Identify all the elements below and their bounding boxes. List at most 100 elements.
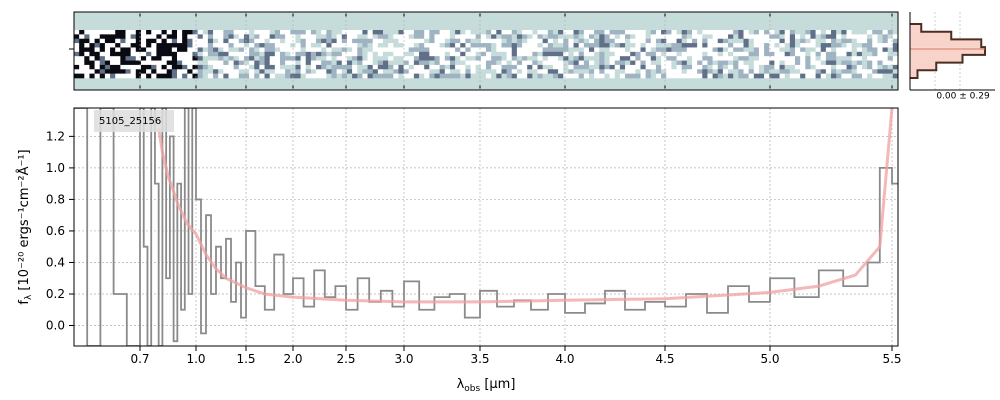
heatmap-cell xyxy=(836,47,842,53)
heatmap-cell xyxy=(861,73,868,79)
heatmap-cell xyxy=(398,47,404,53)
heatmap-cell xyxy=(661,60,667,66)
heatmap-cell xyxy=(238,60,245,66)
heatmap-cell xyxy=(413,38,420,44)
heatmap-cell xyxy=(625,43,631,48)
heatmap-cell xyxy=(259,38,265,44)
heatmap-cell xyxy=(372,73,379,79)
heatmap-cell xyxy=(867,30,873,35)
heatmap-cell xyxy=(537,56,543,61)
heatmap-cell xyxy=(676,64,682,70)
heatmap-cell xyxy=(177,60,183,66)
heatmap-cell xyxy=(506,60,513,66)
heatmap-cell xyxy=(192,64,198,70)
heatmap-cell xyxy=(372,30,379,35)
heatmap-cell xyxy=(84,43,90,48)
heatmap-cell xyxy=(74,38,80,44)
heatmap-cell xyxy=(140,69,147,74)
heatmap-cell xyxy=(285,30,291,35)
heatmap-cell xyxy=(820,60,827,66)
heatmap-cell xyxy=(161,34,167,40)
heatmap-cell xyxy=(558,47,564,53)
heatmap-cell xyxy=(223,34,229,40)
heatmap-cell xyxy=(346,56,353,61)
heatmap-cell xyxy=(352,56,358,61)
heatmap-cell xyxy=(434,51,440,57)
heatmap-cell xyxy=(573,60,579,66)
heatmap-cell xyxy=(867,60,873,66)
heatmap-cell xyxy=(686,56,693,61)
heatmap-cell xyxy=(182,73,188,79)
heatmap-cell xyxy=(764,38,770,44)
heatmap-cell xyxy=(444,73,451,79)
heatmap-cell xyxy=(589,43,595,48)
heatmap-cell xyxy=(269,51,276,57)
heatmap-cell xyxy=(769,34,775,40)
heatmap-cell xyxy=(836,56,842,61)
heatmap-cell xyxy=(140,56,147,61)
heatmap-cell xyxy=(238,69,245,74)
heatmap-cell xyxy=(326,56,332,61)
heatmap-cell xyxy=(599,56,605,61)
heatmap-cell xyxy=(388,30,394,35)
heatmap-cell xyxy=(872,47,878,53)
heatmap-cell xyxy=(640,43,646,48)
heatmap-cell xyxy=(372,64,379,70)
heatmap-cell xyxy=(115,60,121,66)
heatmap-cell xyxy=(362,34,368,40)
heatmap-cell xyxy=(424,43,430,48)
heatmap-cell xyxy=(583,69,590,74)
heatmap-cell xyxy=(825,43,832,48)
heatmap-cell xyxy=(867,34,873,40)
heatmap-cell xyxy=(403,51,410,57)
heatmap-cell xyxy=(310,69,317,74)
heatmap-cell xyxy=(769,51,775,57)
heatmap-cell xyxy=(712,34,719,40)
heatmap-cell xyxy=(692,38,698,44)
heatmap-cell xyxy=(254,64,260,70)
heatmap-cell xyxy=(79,64,85,70)
heatmap-cell xyxy=(357,64,363,70)
heatmap-cell xyxy=(130,30,137,35)
heatmap-cell xyxy=(223,64,229,70)
heatmap-cell xyxy=(738,56,744,61)
heatmap-cell xyxy=(516,38,523,44)
heatmap-cell xyxy=(419,64,425,70)
heatmap-cell xyxy=(604,60,610,66)
heatmap-cell xyxy=(563,69,569,74)
heatmap-cell xyxy=(558,56,564,61)
heatmap-cell xyxy=(712,51,719,57)
heatmap-cell xyxy=(522,73,528,79)
heatmap-cell xyxy=(336,73,343,79)
heatmap-cell xyxy=(125,47,131,53)
heatmap-cell xyxy=(331,73,337,79)
heatmap-cell xyxy=(712,64,719,70)
heatmap-cell xyxy=(388,56,394,61)
heatmap-cell xyxy=(99,30,106,35)
heatmap-cell xyxy=(882,64,888,70)
heatmap-cell xyxy=(254,43,260,48)
heatmap-cell xyxy=(346,34,353,40)
heatmap-cell xyxy=(161,51,167,57)
heatmap-cell xyxy=(795,47,801,53)
heatmap-cell xyxy=(578,43,585,48)
heatmap-cell xyxy=(810,34,816,40)
heatmap-cell xyxy=(213,34,219,40)
heatmap-cell xyxy=(676,69,682,74)
heatmap-cell xyxy=(223,47,229,53)
heatmap-cell xyxy=(614,73,621,79)
spectrum-2d-panel xyxy=(69,11,899,91)
heatmap-cell xyxy=(259,60,265,66)
heatmap-cell xyxy=(419,60,425,66)
heatmap-cell xyxy=(470,69,476,74)
heatmap-cell xyxy=(877,47,883,53)
heatmap-cell xyxy=(285,47,291,53)
heatmap-cell xyxy=(650,51,657,57)
heatmap-cell xyxy=(331,47,337,53)
heatmap-cell xyxy=(614,60,621,66)
heatmap-cell xyxy=(558,38,564,44)
heatmap-cell xyxy=(223,30,229,35)
heatmap-cell xyxy=(558,30,564,35)
heatmap-cell xyxy=(249,47,255,53)
